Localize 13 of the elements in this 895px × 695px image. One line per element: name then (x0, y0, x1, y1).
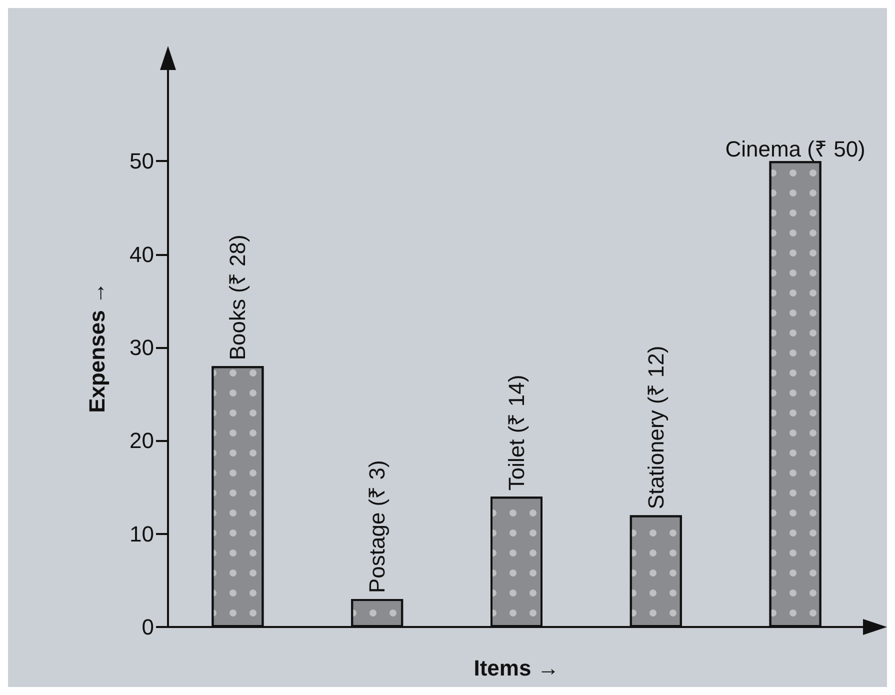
y-tick-label: 0 (142, 614, 154, 640)
data-label: Books (₹ 28) (225, 234, 250, 360)
y-tick-label: 10 (130, 521, 154, 546)
y-tick-label: 50 (130, 148, 154, 174)
y-tick-label: 40 (130, 242, 154, 267)
y-axis-title: Expenses → (84, 282, 110, 413)
y-tick-label: 20 (130, 428, 154, 454)
y-tick-label: 30 (130, 335, 154, 360)
data-label: Postage (₹ 3) (364, 460, 390, 594)
data-label: Toilet (₹ 14) (504, 374, 529, 491)
x-axis-title: Items → (474, 656, 560, 680)
data-label: Stationery (₹ 12) (643, 346, 668, 510)
data-label: Cinema (₹ 50) (725, 136, 866, 162)
